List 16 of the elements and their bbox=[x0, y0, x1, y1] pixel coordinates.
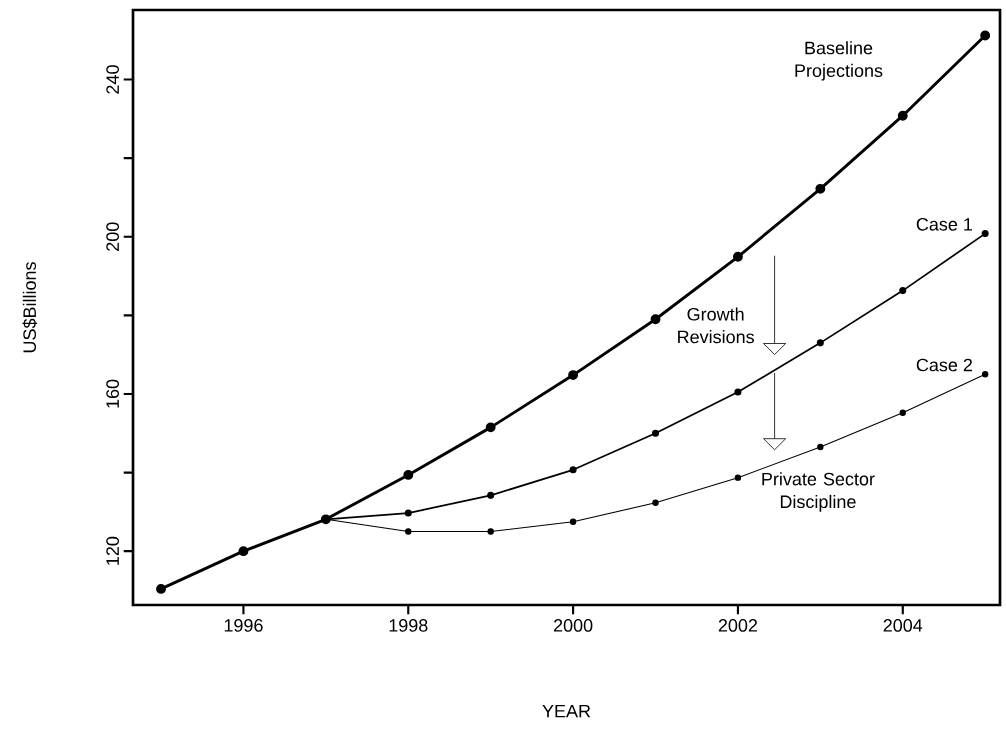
x-axis-title: YEAR bbox=[542, 704, 591, 718]
x-tick-label: 2004 bbox=[883, 619, 923, 632]
y-axis-title: US$Billions bbox=[22, 262, 38, 353]
y-tick-label: 240 bbox=[106, 65, 119, 94]
series-label: Case 1 bbox=[916, 217, 973, 231]
x-tick-label: 2002 bbox=[718, 619, 758, 632]
annotation: Private Sector Discipline bbox=[762, 472, 875, 512]
y-tick-label: 120 bbox=[106, 536, 119, 565]
x-tick-label: 1996 bbox=[224, 619, 263, 632]
x-tick-label: 1998 bbox=[389, 619, 428, 632]
y-tick-label: 200 bbox=[106, 222, 119, 251]
annotation: Growth Revisions bbox=[678, 307, 754, 344]
series-label: Case 2 bbox=[916, 358, 972, 372]
y-tick-label: 160 bbox=[106, 379, 119, 408]
text: Baseline Projections bbox=[795, 41, 883, 81]
x-tick-label: 2000 bbox=[553, 619, 593, 632]
